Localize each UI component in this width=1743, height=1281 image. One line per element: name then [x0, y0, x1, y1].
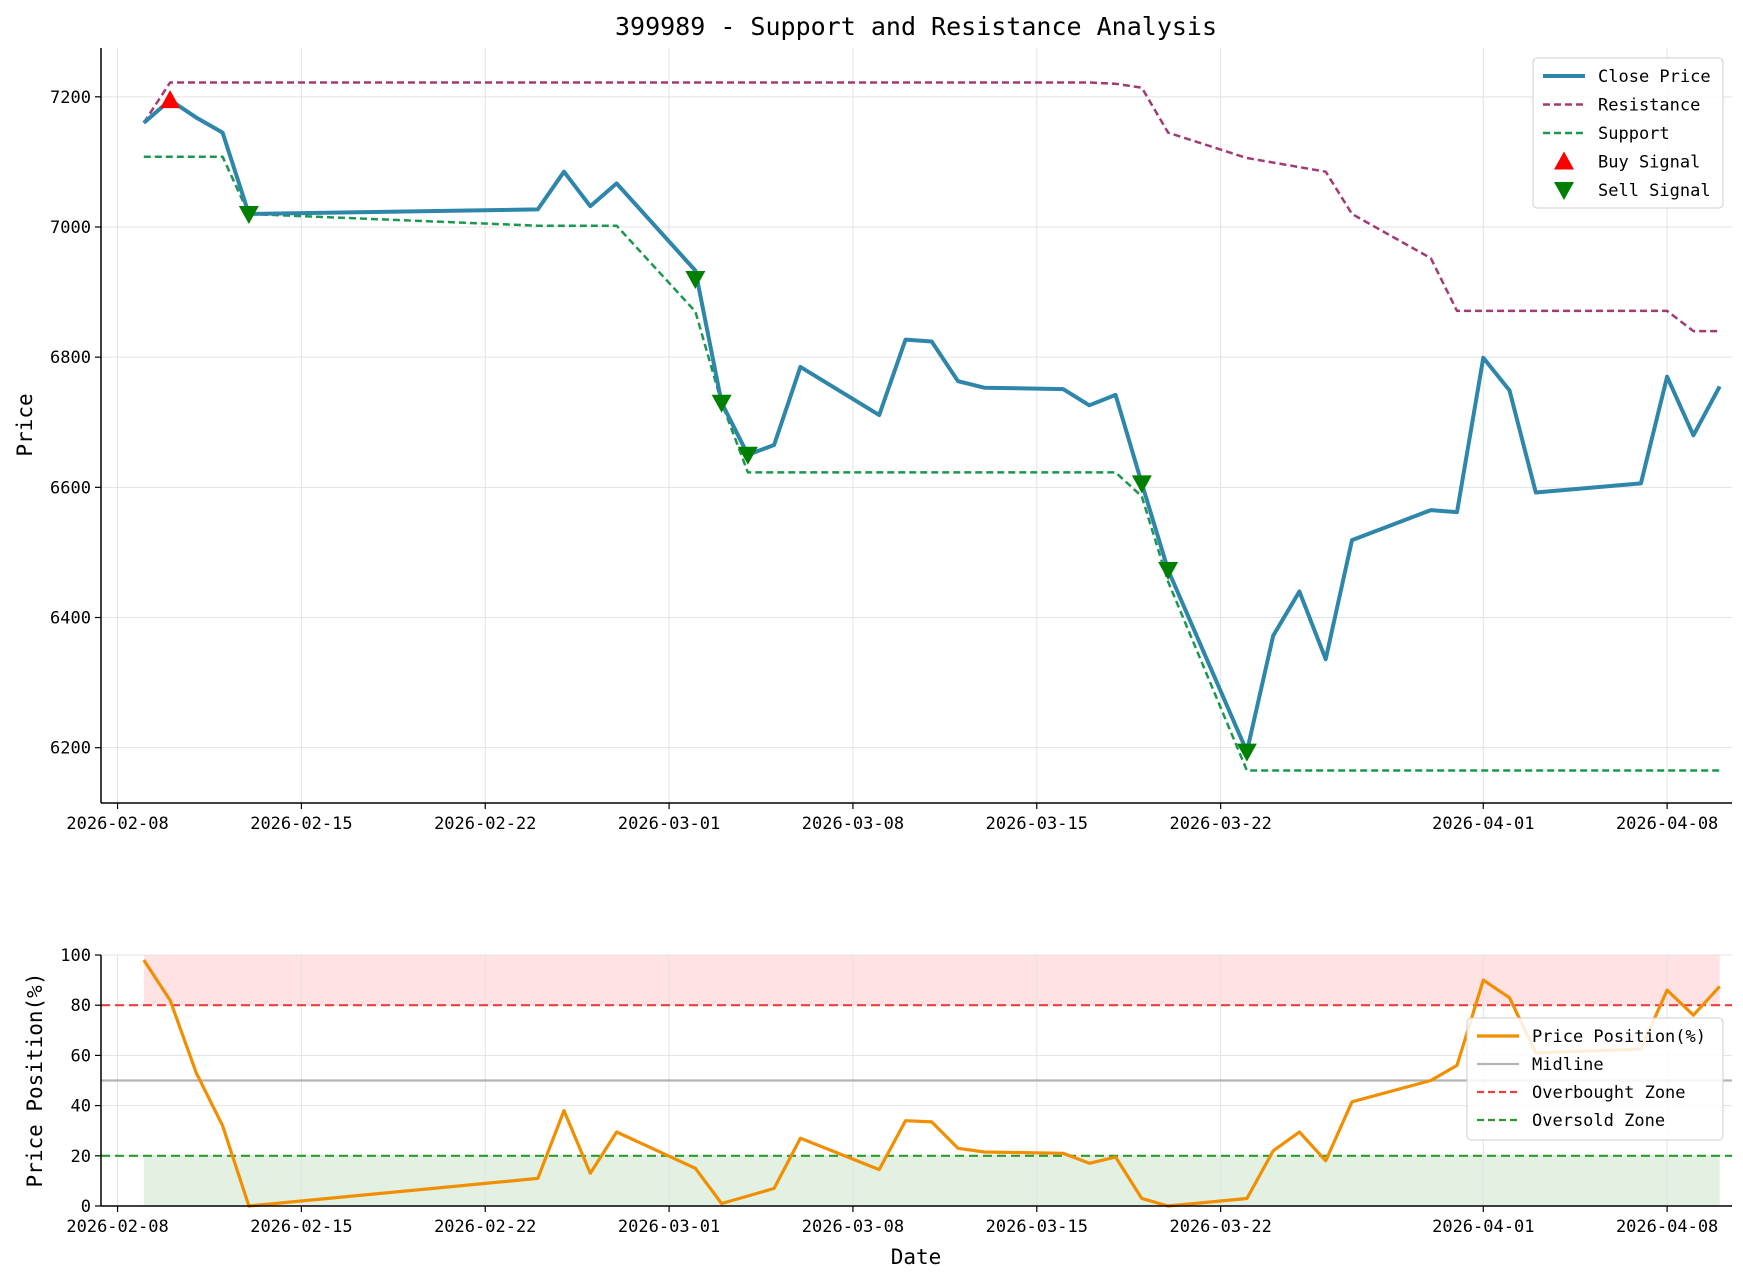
legend-label-midline: Midline — [1532, 1055, 1604, 1075]
legend-label-oversold-zone: Oversold Zone — [1532, 1111, 1665, 1131]
position-xtick-label: 2026-03-08 — [802, 1217, 904, 1237]
position-xtick-label: 2026-02-15 — [250, 1217, 352, 1237]
sell-signal-marker — [1131, 475, 1152, 494]
sell-signal-marker — [238, 205, 259, 224]
zone-band — [143, 955, 1720, 1006]
chart-title: 399989 - Support and Resistance Analysis — [615, 12, 1217, 41]
price-ytick-label: 6200 — [50, 739, 91, 759]
position-ticks: 2026-02-08 2026-02-15 2026-02-22 2026-03-01… — [60, 946, 1718, 1237]
sell-signal-marker — [1158, 561, 1179, 580]
position-ytick-label: 80 — [71, 996, 91, 1016]
zone-band — [143, 1155, 1720, 1206]
position-xtick-label: 2026-03-22 — [1169, 1217, 1271, 1237]
legend-swatch-sell-signal — [1554, 182, 1574, 200]
price-xtick-label: 2026-03-22 — [1169, 814, 1271, 834]
price-xtick-label: 2026-04-08 — [1616, 814, 1718, 834]
legend-label-price-position: Price Position(%) — [1532, 1027, 1706, 1047]
resistance-line — [142, 81, 1720, 333]
position-ytick-label: 20 — [71, 1147, 91, 1167]
position-xtick-label: 2026-02-22 — [434, 1217, 536, 1237]
legend-label-sell-signal: Sell Signal — [1598, 181, 1711, 201]
position-xtick-label: 2026-03-01 — [618, 1217, 720, 1237]
position-y-label: Price Position(%) — [23, 973, 47, 1188]
position-panel: 2026-02-08 2026-02-15 2026-02-22 2026-03-01… — [23, 946, 1732, 1269]
position-series — [101, 959, 1732, 1208]
position-xtick-label: 2026-04-01 — [1432, 1217, 1534, 1237]
sell-signal-marker — [737, 446, 758, 465]
legend-label-buy-signal: Buy Signal — [1598, 153, 1700, 173]
price-xtick-label: 2026-02-15 — [250, 814, 352, 834]
price-position-line — [142, 959, 1721, 1208]
price-grid — [101, 48, 1732, 803]
price-ytick-label: 7200 — [50, 88, 91, 108]
close-price-line — [142, 98, 1722, 754]
position-ytick-label: 0 — [81, 1197, 91, 1217]
price-ytick-label: 6400 — [50, 609, 91, 629]
position-ytick-label: 100 — [60, 946, 91, 966]
price-panel: 2026-02-08 2026-02-15 2026-02-22 2026-03-01… — [13, 48, 1732, 834]
position-xtick-label: 2026-03-15 — [986, 1217, 1088, 1237]
signal-markers — [160, 90, 1257, 762]
price-ytick-label: 6600 — [50, 478, 91, 498]
legend-label-resistance: Resistance — [1598, 96, 1700, 116]
legend-swatch-buy-signal — [1554, 151, 1574, 170]
price-xtick-label: 2026-02-08 — [66, 814, 168, 834]
legend-label-overbought-zone: Overbought Zone — [1532, 1083, 1686, 1103]
price-y-label: Price — [13, 393, 37, 456]
position-ytick-label: 40 — [71, 1097, 91, 1117]
price-xtick-label: 2026-04-01 — [1432, 814, 1534, 834]
price-legend-box — [1532, 57, 1724, 209]
position-legend: Price Position(%) Midline Overbought Zone O… — [1466, 1017, 1724, 1141]
price-ticks: 2026-02-08 2026-02-15 2026-02-22 2026-03-01… — [50, 88, 1718, 834]
sell-signal-marker — [1236, 743, 1257, 762]
buy-signal-marker — [160, 90, 181, 109]
position-legend-box — [1466, 1017, 1724, 1141]
price-legend: Close Price Resistance Support Buy Signal Se… — [1532, 57, 1724, 209]
position-x-label: Date — [891, 1245, 942, 1269]
price-xtick-label: 2026-02-22 — [434, 814, 536, 834]
price-xtick-label: 2026-03-15 — [986, 814, 1088, 834]
price-xtick-label: 2026-03-01 — [618, 814, 720, 834]
position-xtick-label: 2026-04-08 — [1616, 1217, 1718, 1237]
legend-label-close-price: Close Price — [1598, 67, 1711, 87]
price-xtick-label: 2026-03-08 — [802, 814, 904, 834]
position-bands — [143, 955, 1720, 1206]
legend-label-support: Support — [1598, 124, 1670, 144]
price-ytick-label: 6800 — [50, 348, 91, 368]
sell-signal-marker — [711, 394, 732, 413]
sell-signal-marker — [685, 271, 706, 290]
position-ytick-label: 60 — [71, 1046, 91, 1066]
position-xtick-label: 2026-02-08 — [66, 1217, 168, 1237]
price-ytick-label: 7000 — [50, 218, 91, 238]
